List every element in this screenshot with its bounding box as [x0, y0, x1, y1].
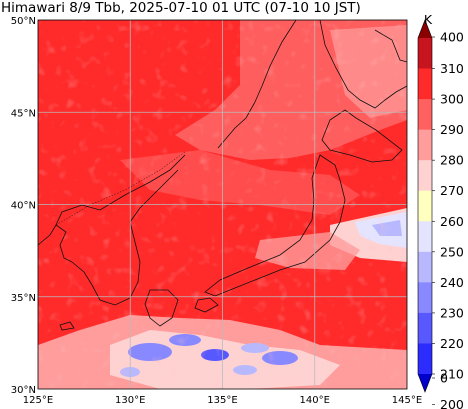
lon-tick-group: 125°E 130°E 135°E 140°E 145°E [23, 395, 422, 406]
lat-tick-label: 40°N [11, 201, 36, 212]
lat-tick-label: 30°N [11, 385, 36, 396]
colorbar: 400 310 300 290 280 270 260 250 240 230 220 210 200 0 [417, 19, 464, 409]
coastline-korea-north [55, 154, 186, 263]
colorbar-segment [418, 221, 432, 253]
colorbar-segment [418, 160, 432, 192]
coastline-kyushu [144, 289, 179, 327]
gridlines [38, 20, 407, 389]
coastline-hokkaido [321, 109, 403, 163]
colorbar-level-label: 280 [440, 153, 464, 168]
colorbar-extend-top [418, 20, 432, 38]
colorbar-extend-bottom [418, 374, 432, 392]
coastline-china [38, 224, 57, 246]
coastline-russia [217, 20, 297, 149]
colorbar-segment [418, 190, 432, 222]
colorbar-level-label: 210 [440, 367, 464, 382]
colorbar-segment [418, 343, 432, 375]
coastline-sakhalin [319, 20, 407, 109]
colorbar-level-label: 230 [440, 305, 464, 320]
coastline-jeju [59, 321, 75, 331]
colorbar-segment [418, 129, 432, 161]
colorbar-segment [418, 68, 432, 100]
lon-tick-label: 125°E [23, 395, 53, 406]
map-frame [37, 19, 408, 390]
lat-tick-label: 35°N [11, 293, 36, 304]
colorbar-segment [418, 38, 432, 69]
colorbar-segment [418, 282, 432, 314]
lat-tick-label: 45°N [11, 108, 36, 119]
colorbar-segment [418, 99, 432, 131]
colorbar-segment [418, 312, 432, 344]
colorbar-level-label: 400 [440, 30, 464, 45]
chart-title: Himawari 8/9 Tbb, 2025-07-10 01 UTC (07-… [1, 0, 361, 16]
lat-tick-label: 50°N [11, 16, 36, 27]
lon-tick-label: 145°E [392, 395, 422, 406]
colorbar-level-label: 220 [440, 336, 464, 351]
colorbar-segment [418, 251, 432, 283]
lon-tick-label: 140°E [300, 395, 330, 406]
lat-tick-group: 50°N 45°N 40°N 35°N 30°N [11, 16, 36, 396]
colorbar-level-label: 290 [440, 122, 464, 137]
colorbar-level-label: 270 [440, 183, 464, 198]
coastline-korea-east [71, 169, 179, 306]
colorbar-level-label: 0 [440, 371, 448, 386]
colorbar-level-label: 200 [440, 397, 464, 409]
coastline-okhotsk [374, 29, 407, 63]
colorbar-level-label: 300 [440, 92, 464, 107]
coastline-shikoku [194, 297, 219, 313]
lon-tick-label: 135°E [207, 395, 237, 406]
colorbar-level-label: 260 [440, 214, 464, 229]
colorbar-unit-label: K [424, 12, 433, 27]
colorbar-level-label: 310 [440, 61, 464, 76]
colorbar-level-label: 250 [440, 244, 464, 259]
colorbar-level-label: 240 [440, 275, 464, 290]
lon-tick-label: 130°E [115, 395, 145, 406]
